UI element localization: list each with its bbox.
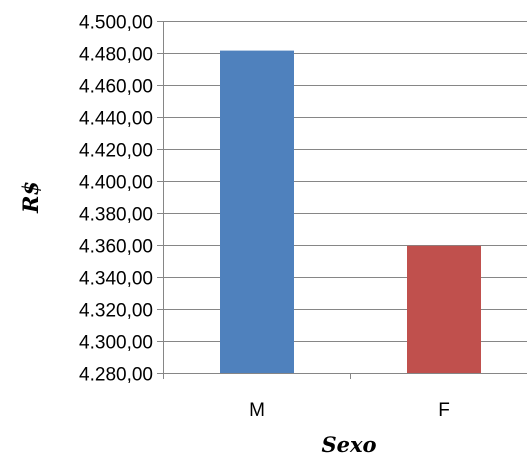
y-tick-label: 4.320,00: [79, 301, 153, 322]
y-tick-label: 4.280,00: [79, 365, 153, 386]
y-tick-label: 4.400,00: [79, 173, 153, 194]
x-axis-title: Sexo: [321, 432, 376, 457]
y-tick-labels: 4.500,00 4.480,00 4.460,00 4.440,00 4.420,00…: [79, 13, 153, 386]
y-tick-label: 4.440,00: [79, 109, 153, 130]
x-category-label: M: [249, 400, 265, 421]
bar-m: [220, 50, 294, 373]
y-tick-label: 4.500,00: [79, 13, 153, 34]
x-category-label: F: [438, 400, 450, 421]
bar-f: [407, 245, 481, 373]
y-axis-title: R$: [18, 181, 43, 214]
bars: [220, 50, 481, 373]
y-tick-label: 4.460,00: [79, 77, 153, 98]
y-tick-label: 4.480,00: [79, 45, 153, 66]
axes: [163, 21, 527, 379]
y-tick-label: 4.360,00: [79, 237, 153, 258]
y-tick-label: 4.300,00: [79, 333, 153, 354]
y-tick-label: 4.380,00: [79, 205, 153, 226]
y-tick-label: 4.340,00: [79, 269, 153, 290]
y-tick-label: 4.420,00: [79, 141, 153, 162]
